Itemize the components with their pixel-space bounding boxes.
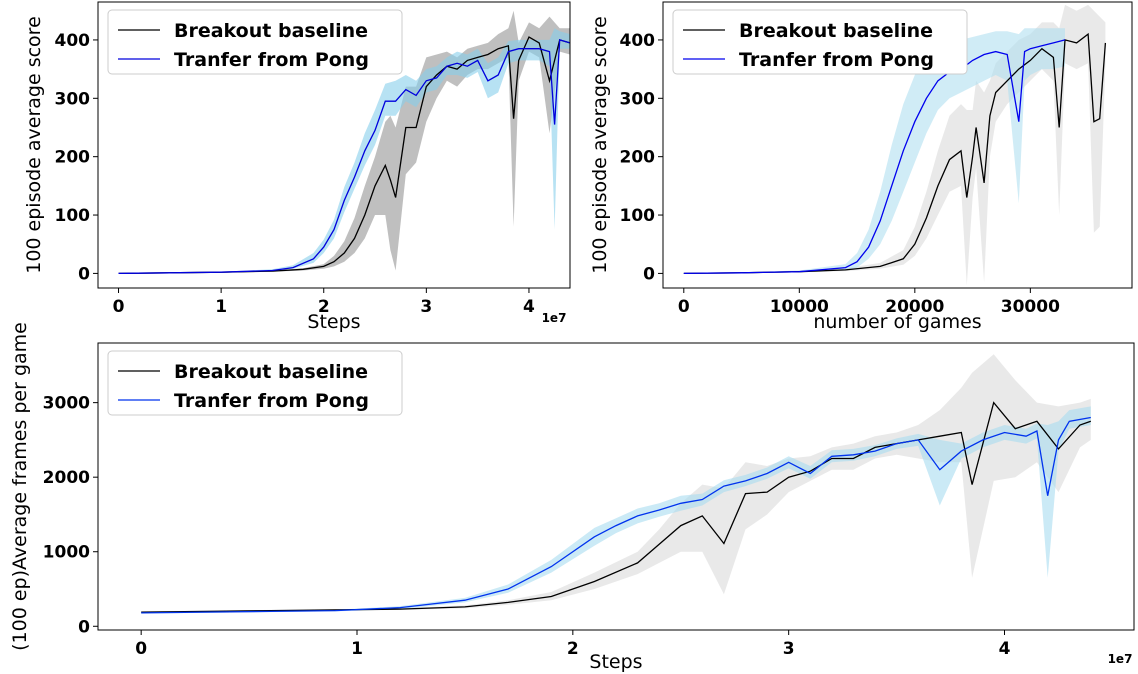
x-tick-label: 4 bbox=[523, 297, 535, 317]
series-1-band bbox=[118, 10, 570, 274]
series-1-line bbox=[118, 36, 570, 275]
y-tick-label: 400 bbox=[620, 31, 656, 51]
y-tick-label: 200 bbox=[620, 148, 656, 168]
series-2-line bbox=[141, 416, 1091, 614]
x-tick-label: 0 bbox=[113, 297, 125, 317]
y-tick-label: 400 bbox=[55, 31, 91, 51]
x-tick-label: 0 bbox=[135, 639, 147, 659]
plot-frame bbox=[97, 342, 1135, 631]
x-offset-label: 1e7 bbox=[542, 311, 567, 325]
legend: Breakout baseline Tranfer from Pong bbox=[107, 350, 403, 416]
x-tick-label: 3 bbox=[420, 297, 432, 317]
legend-box bbox=[672, 9, 968, 75]
x-tick-label: 30000 bbox=[1001, 297, 1060, 317]
x-tick-label: 20000 bbox=[885, 297, 944, 317]
x-axis-label: number of games bbox=[813, 311, 981, 333]
series-1-band bbox=[141, 354, 1091, 613]
x-axis-label: Steps bbox=[589, 651, 642, 673]
y-tick-label: 100 bbox=[55, 206, 91, 226]
legend-label: Breakout baseline bbox=[739, 20, 933, 42]
x-tick-label: 3 bbox=[783, 639, 795, 659]
y-tick-label: 0 bbox=[78, 617, 90, 637]
series-2-band bbox=[118, 28, 570, 274]
x-tick-label: 1 bbox=[215, 297, 227, 317]
series-2-line bbox=[683, 39, 1066, 275]
legend-label: Breakout baseline bbox=[174, 20, 368, 42]
chart-3: 0 1 2 3 4 0 1000 2000 3000 Steps (100 ep)Average f… bbox=[9, 322, 1135, 673]
y-tick-label: 3000 bbox=[43, 394, 90, 414]
x-tick-label: 2 bbox=[318, 297, 330, 317]
x-tick-label: 4 bbox=[999, 639, 1011, 659]
y-axis-label: 100 episode average score bbox=[589, 16, 611, 274]
chart-2: 0 10000 20000 30000 0 100 200 300 400 number of g… bbox=[589, 1, 1133, 333]
y-tick-label: 200 bbox=[55, 148, 91, 168]
series-1-line bbox=[141, 401, 1092, 613]
y-axis-label: 100 episode average score bbox=[23, 16, 45, 274]
y-tick-label: 2000 bbox=[43, 468, 90, 488]
legend-box bbox=[107, 350, 403, 416]
x-tick-label: 10000 bbox=[770, 297, 829, 317]
series-2-line bbox=[118, 39, 570, 275]
y-tick-label: 300 bbox=[620, 89, 656, 109]
x-tick-label: 0 bbox=[678, 297, 690, 317]
legend-box bbox=[107, 9, 403, 75]
legend-label: Tranfer from Pong bbox=[174, 49, 369, 71]
y-tick-label: 300 bbox=[55, 89, 91, 109]
legend: Breakout baseline Tranfer from Pong bbox=[672, 9, 968, 75]
plot-frame bbox=[662, 1, 1133, 289]
legend: Breakout baseline Tranfer from Pong bbox=[107, 9, 403, 75]
y-tick-label: 1000 bbox=[43, 543, 90, 563]
chart-1: 0 1 2 3 4 0 100 200 300 400 Steps 100 episode avera… bbox=[23, 1, 571, 333]
x-axis-label: Steps bbox=[307, 311, 360, 333]
series-2-band bbox=[683, 28, 1065, 274]
y-tick-label: 100 bbox=[620, 206, 656, 226]
y-axis-label: (100 ep)Average frames per game bbox=[9, 322, 31, 651]
x-tick-label: 2 bbox=[567, 639, 579, 659]
x-offset-label: 1e7 bbox=[1108, 652, 1133, 666]
series-1-line bbox=[683, 32, 1107, 275]
x-tick-label: 1 bbox=[351, 639, 363, 659]
legend-label: Tranfer from Pong bbox=[174, 390, 369, 412]
plot-frame bbox=[97, 1, 571, 289]
legend-label: Tranfer from Pong bbox=[739, 49, 934, 71]
y-tick-label: 0 bbox=[643, 264, 655, 284]
y-tick-label: 0 bbox=[78, 264, 90, 284]
legend-label: Breakout baseline bbox=[174, 361, 368, 383]
